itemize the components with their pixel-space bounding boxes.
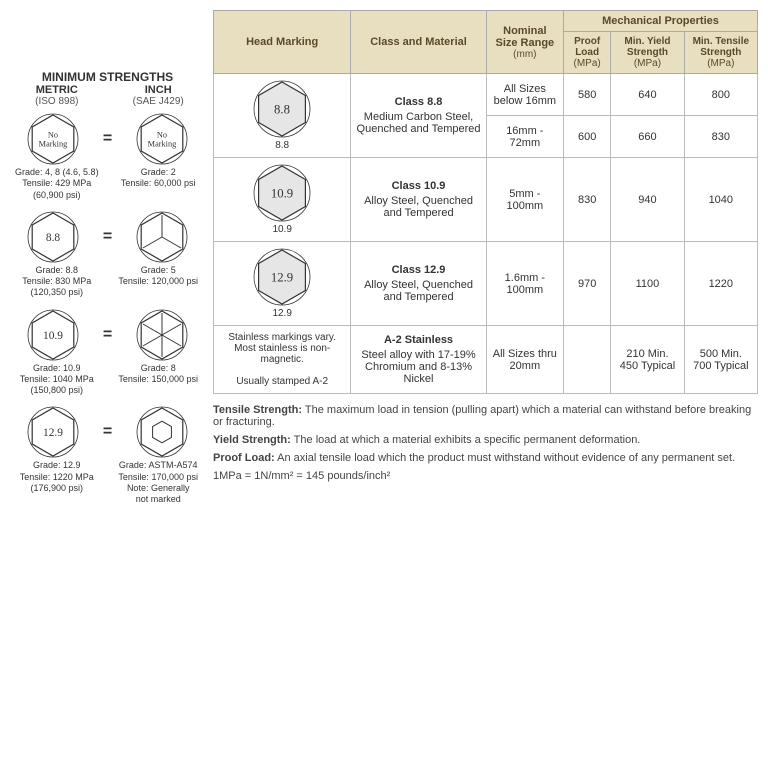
minimum-strengths-panel: MINIMUM STRENGTHS METRIC (ISO 898) INCH … [10,10,205,515]
metric-grade-info: Grade: 4, 8 (4.6, 5.8)Tensile: 429 MPa(6… [10,167,104,201]
tensile-cell: 830 [684,116,757,158]
svg-text:8.8: 8.8 [46,232,61,244]
head-marking-cell: 8.88.8 [214,74,351,158]
strength-table: Head Marking Class and Material Nominal … [213,10,758,394]
left-title: MINIMUM STRENGTHS [42,70,173,84]
equals-sign: = [103,228,112,246]
head-marking-cell: Stainless markings vary. Most stainless … [214,326,351,394]
proof-cell: 830 [563,158,610,242]
yield-cell: 640 [611,74,684,116]
hexagon-icon [119,211,205,263]
head-marking-cell: 10.910.9 [214,158,351,242]
inch-grade-info: Grade: 2Tensile: 60,000 psi [111,167,205,201]
table-row: 8.88.8Class 8.8Medium Carbon Steel, Quen… [214,74,758,116]
th-nominal-size: Nominal Size Range (mm) [486,11,563,74]
hexagon-icon: NoMarking [119,113,205,165]
yield-cell: 940 [611,158,684,242]
svg-text:No: No [157,130,167,139]
th-class-material: Class and Material [351,11,486,74]
svg-text:No: No [48,130,58,139]
proof-cell [563,326,610,394]
svg-text:10.9: 10.9 [271,186,293,200]
metric-grade-info: Grade: 10.9Tensile: 1040 MPa(150,800 psi… [10,363,104,397]
hexagon-icon: 8.8 [10,211,96,263]
class-material-cell: Class 12.9Alloy Steel, Quenched and Temp… [351,242,486,326]
strength-comparison-row: NoMarking=NoMarkingGrade: 4, 8 (4.6, 5.8… [10,113,205,201]
class-material-cell: Class 10.9Alloy Steel, Quenched and Temp… [351,158,486,242]
yield-term: Yield Strength: [213,434,291,446]
proof-term: Proof Load: [213,452,275,464]
size-cell: 1.6mm - 100mm [486,242,563,326]
svg-text:Marking: Marking [39,139,68,148]
th-yield: Min. Yield Strength (MPa) [611,32,684,74]
table-row: 10.910.9Class 10.9Alloy Steel, Quenched … [214,158,758,242]
th-proof: Proof Load (MPa) [563,32,610,74]
hexagon-icon [119,406,205,458]
yield-cell: 210 Min. 450 Typical [611,326,684,394]
th-head-marking: Head Marking [214,11,351,74]
class-material-cell: A-2 StainlessSteel alloy with 17-19% Chr… [351,326,486,394]
metric-sub: (ISO 898) [10,96,104,107]
size-cell: 5mm - 100mm [486,158,563,242]
tensile-cell: 800 [684,74,757,116]
metric-label: METRIC [10,84,104,96]
table-row: 12.912.9Class 12.9Alloy Steel, Quenched … [214,242,758,326]
inch-grade-info: Grade: 5Tensile: 120,000 psi [111,265,205,299]
svg-text:Marking: Marking [148,139,177,148]
strength-comparison-row: 12.9 = Grade: 12.9Tensile: 1220 MPa(176,90… [10,406,205,505]
svg-text:12.9: 12.9 [271,270,293,284]
class-material-cell: Class 8.8Medium Carbon Steel, Quenched a… [351,74,486,158]
yield-cell: 1100 [611,242,684,326]
yield-cell: 660 [611,116,684,158]
strength-comparison-row: 8.8 = Grade: 8.8Tensile: 830 MPa(120,350 p… [10,211,205,299]
th-tensile: Min. Tensile Strength (MPa) [684,32,757,74]
metric-grade-info: Grade: 8.8Tensile: 830 MPa(120,350 psi) [10,265,104,299]
size-cell: 16mm - 72mm [486,116,563,158]
metric-grade-info: Grade: 12.9Tensile: 1220 MPa(176,900 psi… [10,460,104,505]
proof-cell: 600 [563,116,610,158]
hexagon-icon: NoMarking [10,113,96,165]
conversion-note: 1MPa = 1N/mm² = 145 pounds/inch² [213,470,758,482]
hexagon-icon [119,309,205,361]
equals-sign: = [103,130,112,148]
proof-def: An axial tensile load which the product … [275,452,735,464]
size-cell: All Sizes below 16mm [486,74,563,116]
tensile-cell: 1220 [684,242,757,326]
tensile-cell: 1040 [684,158,757,242]
inch-sub: (SAE J429) [111,96,205,107]
tensile-cell: 500 Min. 700 Typical [684,326,757,394]
svg-text:12.9: 12.9 [43,427,63,439]
tensile-term: Tensile Strength: [213,404,302,416]
hexagon-icon: 10.9 [10,309,96,361]
table-row: Stainless markings vary. Most stainless … [214,326,758,394]
inch-label: INCH [111,84,205,96]
inch-grade-info: Grade: ASTM-A574Tensile: 170,000 psiNote… [111,460,205,505]
proof-cell: 970 [563,242,610,326]
definitions: Tensile Strength: The maximum load in te… [213,404,758,482]
equals-sign: = [103,423,112,441]
proof-cell: 580 [563,74,610,116]
inch-grade-info: Grade: 8Tensile: 150,000 psi [111,363,205,397]
size-cell: All Sizes thru 20mm [486,326,563,394]
svg-text:10.9: 10.9 [43,330,63,342]
th-mech-props: Mechanical Properties [563,11,757,32]
hexagon-icon: 12.9 [10,406,96,458]
head-marking-cell: 12.912.9 [214,242,351,326]
equals-sign: = [103,326,112,344]
yield-def: The load at which a material exhibits a … [291,434,641,446]
svg-text:8.8: 8.8 [274,102,290,116]
strength-comparison-row: 10.9 = Grade: 10.9Tensile: 1040 MPa(150,80… [10,309,205,397]
